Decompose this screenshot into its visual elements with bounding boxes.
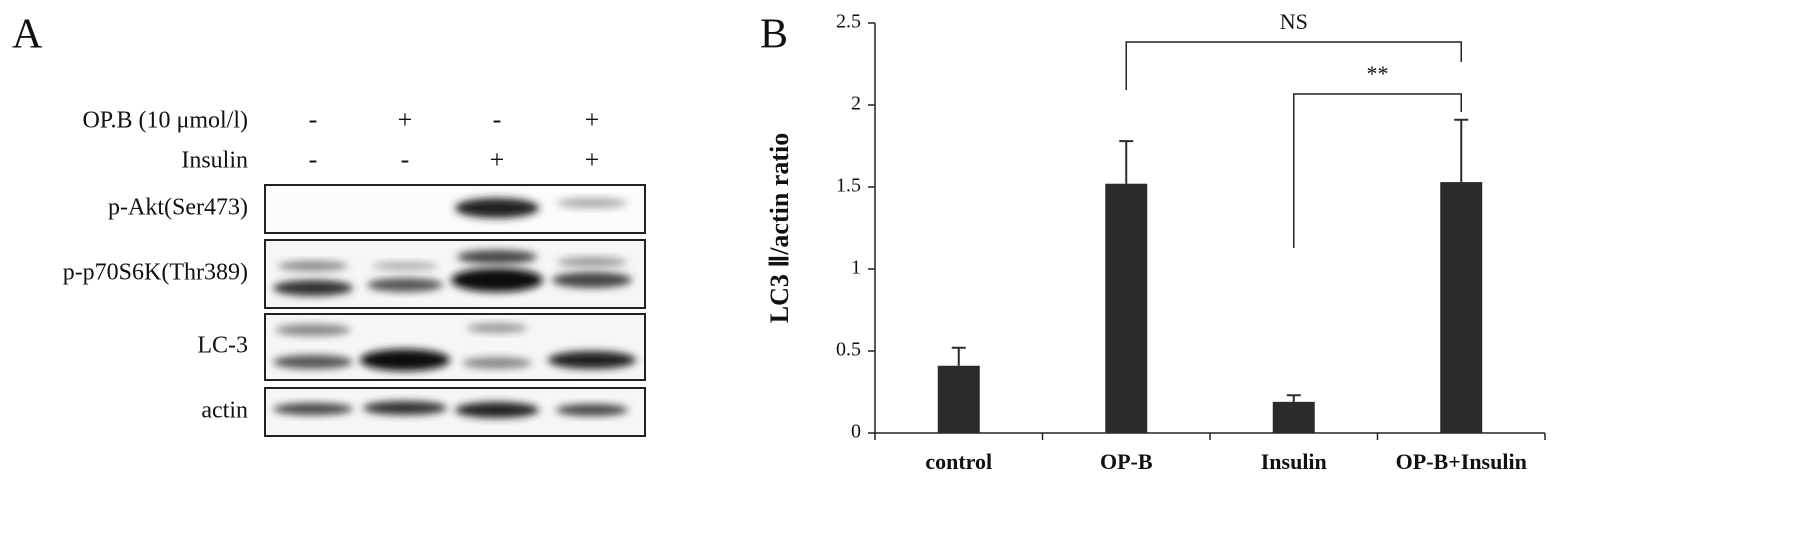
y-axis-label: LC3 Ⅱ/actin ratio	[765, 133, 794, 323]
significance-bracket	[1293, 93, 1462, 248]
blot-label: actin	[201, 398, 248, 424]
y-tick-label: 1.5	[836, 175, 861, 197]
treatment-label: Insulin	[181, 148, 248, 174]
error-bar	[1119, 140, 1134, 184]
panel-label: A	[12, 12, 43, 58]
treatment-sign: +	[585, 105, 600, 134]
blot-label: p-p70S6K(Thr389)	[63, 260, 248, 286]
y-tick-label: 2	[851, 93, 861, 115]
blot-label: LC-3	[197, 333, 248, 359]
y-tick-label: 0	[851, 421, 861, 443]
error-bar	[1286, 394, 1301, 402]
treatment-sign: +	[490, 145, 505, 174]
x-tick-label: Insulin	[1261, 449, 1327, 474]
treatment-sign: +	[398, 105, 413, 134]
bar	[1105, 183, 1148, 433]
y-tick-label: 0.5	[836, 339, 861, 361]
blot-images	[264, 184, 646, 437]
error-bar	[1454, 118, 1469, 183]
y-tick-label: 1	[851, 257, 861, 279]
bar	[1440, 182, 1483, 433]
x-tick-label: OP-B	[1100, 449, 1153, 474]
significance-bracket	[1125, 41, 1462, 90]
significance-label: **	[1367, 61, 1389, 86]
x-tick-label: control	[925, 449, 992, 474]
significance-label: NS	[1280, 9, 1308, 34]
treatment-sign: -	[309, 145, 318, 174]
panel-label: B	[760, 12, 788, 58]
blot-label: p-Akt(Ser473)	[108, 195, 248, 221]
x-tick-label: OP-B+Insulin	[1396, 449, 1527, 474]
bar	[937, 365, 980, 433]
bar	[1272, 401, 1315, 433]
y-tick-label: 2.5	[836, 11, 861, 33]
treatment-sign: -	[493, 105, 502, 134]
treatment-sign: +	[585, 145, 600, 174]
treatment-sign: -	[309, 105, 318, 134]
error-bar	[951, 346, 966, 366]
treatment-sign: -	[401, 145, 410, 174]
treatment-label: OP.B (10 μmol/l)	[82, 108, 248, 134]
